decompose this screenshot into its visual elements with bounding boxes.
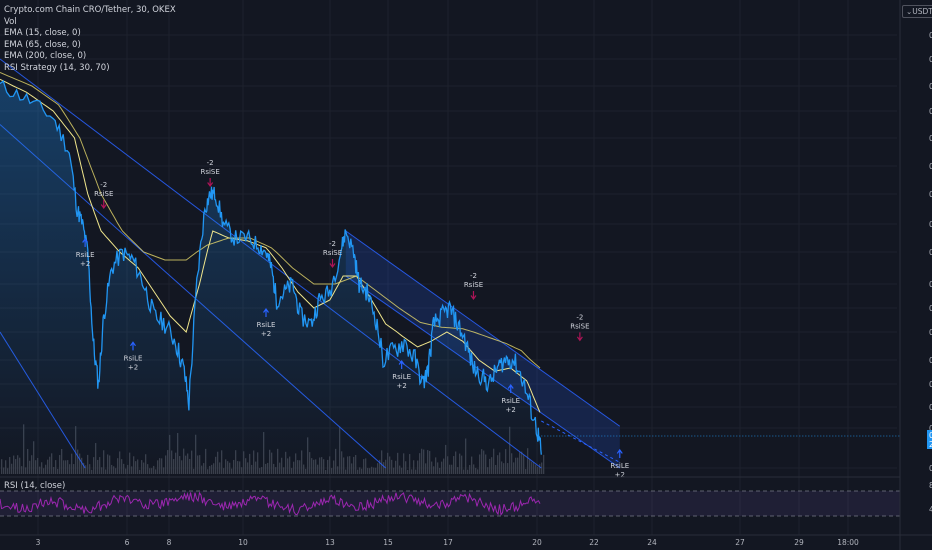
time-tick-label: 10 — [238, 538, 248, 547]
signal-qty: +2 — [506, 406, 516, 414]
signal-arrow-down-icon — [470, 291, 477, 301]
currency-badge[interactable]: ⌄USDT — [902, 5, 932, 18]
channel-fill — [345, 231, 620, 468]
signal-arrow-down-icon — [329, 259, 336, 269]
price-tick-label: 0.60000 — [929, 248, 932, 257]
currency-chevron-icon: ⌄ — [906, 7, 913, 16]
signal-label: RsiSE — [200, 168, 219, 176]
signal-qty: -2 — [576, 313, 583, 321]
ema65-line — [0, 72, 541, 369]
signal-arrow-down-icon — [100, 200, 107, 210]
time-tick-label: 6 — [125, 538, 130, 547]
price-tick-label: 0.64000 — [929, 190, 932, 199]
volume-bar — [541, 462, 543, 474]
time-tick-label: 3 — [36, 538, 41, 547]
legend-ema15[interactable]: EMA (15, close, 0) — [4, 28, 81, 39]
signal-qty: +2 — [261, 330, 271, 338]
time-tick-label: 17 — [443, 538, 453, 547]
legend-ema65[interactable]: EMA (65, close, 0) — [4, 39, 81, 50]
signal-arrow-up-icon — [263, 307, 269, 317]
rsi-tick-label: 80.00 — [929, 481, 932, 490]
price-tick-label: 0.74000 — [929, 55, 932, 64]
price-tick-label: 0.49600 — [929, 424, 932, 433]
price-tick-label: 0.53500 — [929, 356, 932, 365]
price-tick-label: 0.72000 — [929, 82, 932, 91]
signal-label: RsiLE — [124, 354, 143, 362]
last-price-badge — [927, 430, 932, 449]
signal-label: RsiLE — [257, 321, 276, 329]
signal-qty: -2 — [470, 272, 477, 280]
time-tick-label: 24 — [647, 538, 657, 547]
time-tick-label: 29 — [794, 538, 804, 547]
price-tick-label: 0.68000 — [929, 134, 932, 143]
signal-label: RsiSE — [323, 249, 342, 257]
signal-arrow-up-icon — [82, 237, 89, 247]
price-tick-label: 0.56500 — [929, 304, 932, 313]
price-tick-label: 0.76000 — [929, 31, 932, 40]
price-tick-label: 0.55000 — [929, 328, 932, 337]
price-series-line — [0, 80, 542, 455]
volume-bar — [543, 454, 545, 474]
channel-mid-dash — [541, 420, 621, 463]
time-tick-label: 8 — [167, 538, 172, 547]
legend-vol[interactable]: Vol — [4, 16, 17, 27]
chart-legend: Crypto.com Chain CRO/Tether, 30, OKEX Vo… — [4, 5, 176, 75]
signal-arrow-up-icon — [616, 448, 623, 458]
time-tick-label: 22 — [589, 538, 599, 547]
signal-arrow-up-icon — [130, 341, 136, 351]
signal-qty: +2 — [80, 260, 90, 268]
time-tick-label: 18:00 — [837, 538, 859, 547]
signal-qty: -2 — [329, 240, 336, 248]
signal-arrow-down-icon — [576, 332, 583, 342]
rsi-pane: 80.00 40.00 — [0, 476, 932, 536]
legend-ema200[interactable]: EMA (200, close, 0) — [4, 51, 87, 62]
signal-arrow-down-icon — [207, 178, 214, 188]
channel-line-2 — [345, 230, 621, 427]
signal-qty: -2 — [100, 181, 107, 189]
price-tick-label: 0.62000 — [929, 220, 932, 229]
price-axis[interactable]: 0.76000 0.74000 0.72000 0.70000 0.68000 0.660… — [541, 0, 932, 550]
last-price-label: 0.48197 — [929, 431, 932, 440]
price-area — [0, 81, 542, 474]
signal-qty: +2 — [396, 382, 406, 390]
symbol-title[interactable]: Crypto.com Chain CRO/Tether, 30, OKEX — [4, 5, 176, 15]
legend-rsi-strategy[interactable]: RSI Strategy (14, 30, 70) — [4, 62, 110, 73]
currency-label: USDT — [912, 7, 932, 16]
signal-label: RsiLE — [610, 462, 629, 470]
rsi-line — [0, 491, 541, 516]
price-area-fill — [0, 81, 542, 474]
time-tick-label: 27 — [735, 538, 745, 547]
time-tick-label: 15 — [383, 538, 393, 547]
signal-label: RsiSE — [570, 322, 589, 330]
signal-arrow-up-icon — [507, 383, 514, 393]
signal-label: RsiSE — [94, 190, 113, 198]
signal-label: RsiLE — [76, 251, 95, 259]
rsi-title[interactable]: RSI (14, close) — [4, 481, 66, 491]
price-tick-label: 0.66000 — [929, 162, 932, 171]
price-tick-label: 0.70000 — [929, 107, 932, 116]
signal-qty: -2 — [207, 159, 214, 167]
price-line — [0, 80, 542, 455]
time-axis[interactable]: 3 6 8 10 13 15 17 20 22 24 27 29 18:00 — [36, 538, 859, 547]
price-tick-label: 0.58000 — [929, 280, 932, 289]
rsi-tick-label: 40.00 — [929, 505, 932, 514]
last-price-countdown: 27:42 — [929, 440, 932, 449]
strategy-signals: RsiLE+2-2RsiSERsiLE+2-2RsiSERsiLE+2-2Rsi… — [76, 159, 629, 479]
signal-label: RsiLE — [501, 397, 520, 405]
price-tick-label: 0.50800 — [929, 403, 932, 412]
signal-qty: +2 — [615, 471, 625, 479]
signal-qty: +2 — [128, 363, 138, 371]
signal-label: RsiSE — [464, 281, 483, 289]
price-tick-label: 0.47500 — [929, 464, 932, 473]
time-tick-label: 20 — [532, 538, 542, 547]
signal-arrow-up-icon — [398, 359, 405, 369]
time-tick-label: 13 — [325, 538, 335, 547]
signal-label: RsiLE — [392, 373, 411, 381]
price-tick-label: 0.52000 — [929, 380, 932, 389]
